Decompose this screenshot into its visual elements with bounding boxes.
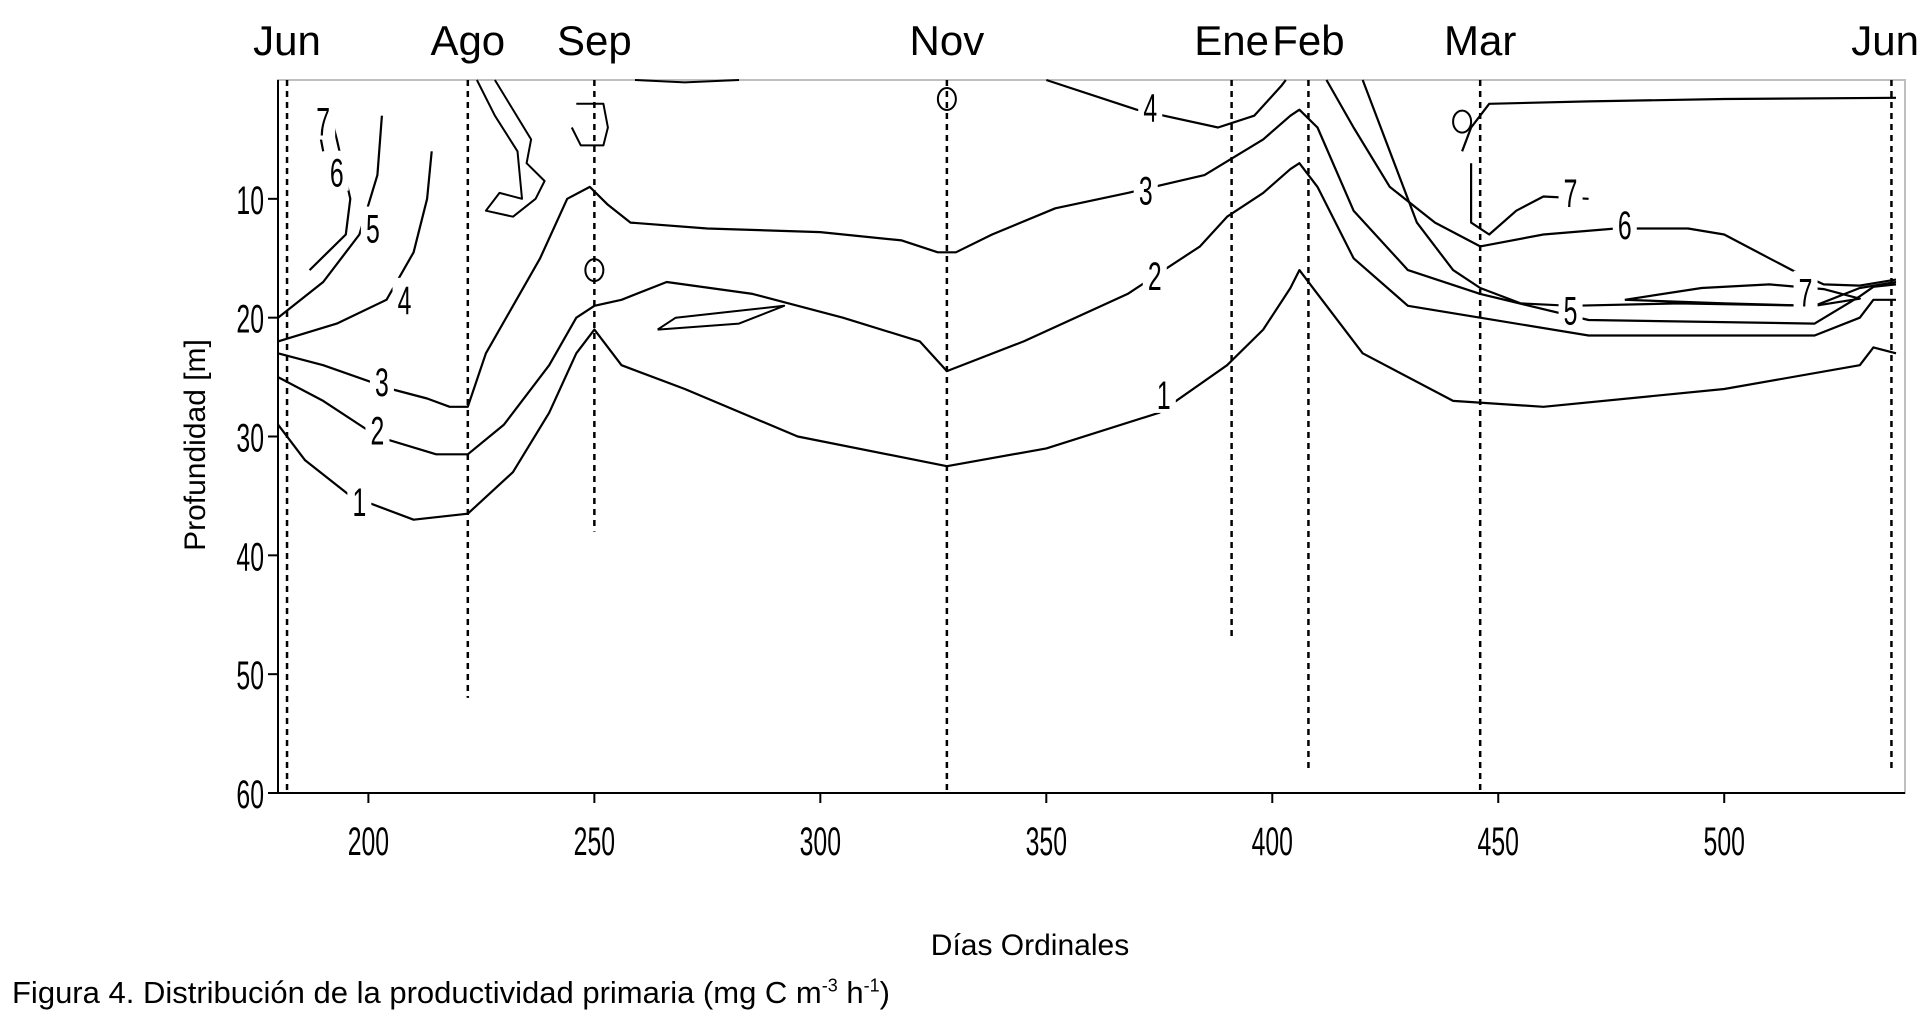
y-tick-label: 20 bbox=[236, 298, 264, 342]
contour-label-mask bbox=[365, 408, 390, 449]
caption-text: Figura 4. Distribución de la productivid… bbox=[12, 975, 822, 1010]
x-tick-label: 450 bbox=[1478, 820, 1519, 864]
caption-text-middle: h bbox=[837, 975, 864, 1010]
contour-label: 2 bbox=[1148, 255, 1162, 299]
contour-label-mask bbox=[347, 479, 372, 520]
contour-label: 7 bbox=[1564, 172, 1578, 216]
contour-label: 6 bbox=[330, 152, 344, 196]
contour-label: 3 bbox=[375, 361, 389, 405]
x-tick-label: 500 bbox=[1704, 820, 1745, 864]
month-label: Nov bbox=[910, 17, 985, 64]
contour-label-mask bbox=[360, 206, 385, 247]
y-tick-label: 40 bbox=[236, 535, 264, 579]
contour-line-2 bbox=[277, 162, 1896, 456]
contour-label: 1 bbox=[352, 481, 366, 525]
plot-frame bbox=[277, 79, 1906, 794]
y-axis-label: Profundidad [m] bbox=[179, 339, 212, 551]
y-tick-label: 50 bbox=[236, 654, 264, 698]
x-tick-label: 200 bbox=[348, 820, 389, 864]
contour-label: 6 bbox=[1618, 204, 1632, 248]
contour-label: 5 bbox=[366, 208, 380, 252]
contour-label: 7 bbox=[316, 101, 330, 145]
figure-caption: Figura 4. Distribución de la productivid… bbox=[12, 975, 890, 1011]
contour-line-1 bbox=[277, 269, 1897, 521]
contour-line-7 bbox=[1624, 283, 1861, 307]
contour-label: 4 bbox=[398, 279, 412, 323]
contour-label-mask bbox=[1612, 202, 1637, 243]
contour-line-4 bbox=[1045, 78, 1287, 129]
contour-line-4 bbox=[277, 151, 433, 343]
contour-ring bbox=[1452, 109, 1473, 134]
contour-label-mask bbox=[1133, 168, 1158, 209]
contour-line-3 bbox=[277, 108, 1897, 408]
month-label: Ene bbox=[1194, 17, 1269, 64]
contour-ring bbox=[584, 258, 605, 283]
x-tick-label: 350 bbox=[1026, 820, 1067, 864]
small-contour-features bbox=[476, 79, 1473, 331]
contour-loop bbox=[657, 304, 786, 331]
contour-label-mask bbox=[1558, 288, 1583, 329]
plot-border bbox=[277, 79, 1906, 794]
month-markers: Jun Ago Sep Nov Ene Feb Mar Jun bbox=[253, 17, 1919, 793]
contour-lines bbox=[277, 78, 1897, 521]
contour-label-mask bbox=[324, 150, 349, 191]
contour-label: 1 bbox=[1157, 374, 1171, 418]
contour-label-mask bbox=[1558, 170, 1583, 211]
contour-line-5 bbox=[277, 115, 383, 319]
month-label: Ago bbox=[430, 17, 505, 64]
month-label: Feb bbox=[1272, 17, 1344, 64]
contour-loop bbox=[570, 102, 609, 147]
y-tick-label: 30 bbox=[236, 417, 264, 461]
contour-ring bbox=[936, 87, 957, 112]
contour-label: 3 bbox=[1139, 170, 1153, 214]
axes: 200 250 300 350 400 450 500 10 20 30 40 50 60 bbox=[236, 80, 1905, 865]
x-axis-label: Días Ordinales bbox=[931, 929, 1129, 962]
contour-line-5 bbox=[1361, 79, 1897, 307]
y-tick-label: 60 bbox=[236, 773, 264, 817]
contour-label: 5 bbox=[1564, 290, 1578, 334]
contour-label: 4 bbox=[1143, 86, 1157, 130]
x-tick-label: 300 bbox=[800, 820, 841, 864]
x-tick-label: 400 bbox=[1252, 820, 1293, 864]
contour-label-mask bbox=[369, 359, 394, 400]
contour-label-mask bbox=[1142, 254, 1167, 295]
contour-loop bbox=[476, 79, 546, 218]
contour-line-7 bbox=[1461, 96, 1897, 152]
contour-loop bbox=[634, 79, 740, 84]
x-tick-label: 250 bbox=[574, 820, 615, 864]
contour-label-mask bbox=[311, 99, 336, 140]
caption-exponent-1: -3 bbox=[821, 975, 838, 996]
contour-label-mask bbox=[1793, 270, 1818, 311]
contour-label-mask bbox=[1138, 85, 1163, 126]
month-label: Jun bbox=[1851, 17, 1919, 64]
contour-label: 2 bbox=[371, 410, 385, 454]
contour-label: 7 bbox=[1799, 272, 1813, 316]
contour-label-mask bbox=[1151, 372, 1176, 413]
month-label: Jun bbox=[253, 17, 321, 64]
caption-text-end: ) bbox=[879, 975, 890, 1010]
month-label: Mar bbox=[1444, 17, 1516, 64]
contour-line-6 bbox=[1325, 79, 1897, 287]
y-tick-label: 10 bbox=[236, 179, 264, 223]
contour-line-7 bbox=[1470, 163, 1589, 236]
contour-label-mask bbox=[392, 277, 417, 318]
month-label: Sep bbox=[557, 17, 632, 64]
caption-exponent-2: -1 bbox=[863, 975, 880, 996]
